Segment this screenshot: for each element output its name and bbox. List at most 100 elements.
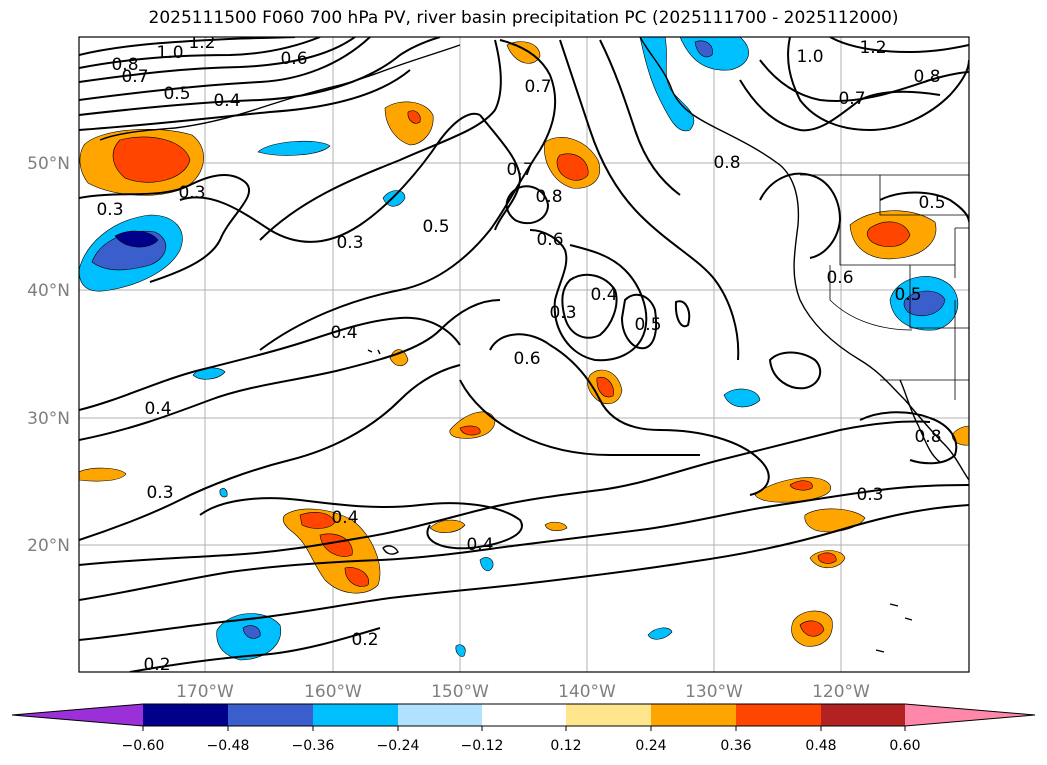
pv-contour-1.2	[79, 37, 296, 56]
precip-positive-core	[596, 376, 614, 398]
pv-contour-0.4d	[79, 299, 501, 441]
precip-negative-area	[723, 388, 761, 408]
contour-label: 0.4	[330, 323, 357, 343]
colorbar-tick-label: −0.24	[377, 738, 420, 754]
contour-label: 1.0	[796, 47, 823, 67]
colorbar-cell	[398, 704, 482, 726]
precip-positive-area	[506, 41, 541, 64]
pv-contour-0.7	[79, 37, 371, 101]
contour-label: 0.4	[213, 91, 240, 111]
pv-contour-0.7c	[739, 79, 941, 132]
contour-label: 0.2	[143, 655, 170, 675]
pv-contour-0.7	[479, 114, 522, 231]
pv-contour-0.2b	[129, 627, 381, 672]
contour-label: 0.7	[121, 67, 148, 87]
pv-contour-0.4b	[259, 39, 502, 241]
precip-positive-area	[429, 519, 466, 533]
pv-contour-0.4c	[79, 316, 461, 411]
lon-label: 140°W	[558, 682, 616, 702]
colorbar-tick-label: 0.60	[889, 738, 920, 754]
precip-positive-area	[384, 101, 434, 146]
pv-contour-0.5	[259, 39, 557, 351]
lat-label: 50°N	[27, 154, 70, 174]
precip-negative-area	[257, 140, 331, 156]
baja-california	[899, 379, 941, 463]
contour-label: 0.5	[422, 217, 449, 237]
precip-positive-core	[799, 620, 825, 637]
contour-label: 0.8	[713, 153, 740, 173]
contour-label: 0.3	[856, 485, 883, 505]
contour-label: 1.2	[188, 33, 215, 53]
map-title: 2025111500 F060 700 hPa PV, river basin …	[148, 8, 899, 28]
pv-contour-0.3d	[79, 484, 969, 601]
contour-label: 0.5	[163, 84, 190, 104]
pv-contour-0.5	[79, 37, 441, 116]
precip-positive-core	[344, 567, 369, 587]
pv-contour-0.5b	[674, 300, 691, 328]
colorbar: −0.60 −0.48 −0.36 −0.24 −0.12 0.12 0.24 …	[11, 703, 1036, 754]
precip-shading	[79, 37, 969, 661]
contour-label: 0.6	[513, 349, 540, 369]
contour-label: 0.4	[331, 508, 358, 528]
colorbar-cell	[736, 704, 821, 726]
contour-label: 0.7	[838, 89, 865, 109]
lat-label: 20°N	[27, 536, 70, 556]
pv-contour-0.8b	[559, 39, 740, 361]
pv-contour-0.3b	[179, 112, 481, 243]
state-borders	[800, 174, 969, 400]
colorbar-cell	[143, 704, 228, 726]
lon-label: 170°W	[176, 682, 234, 702]
pv-contour-1.0	[79, 37, 321, 69]
pv-contour-0.4	[79, 69, 411, 131]
precip-negative-area	[219, 488, 228, 498]
precip-negative-area	[479, 557, 494, 572]
north-american-coast	[639, 37, 969, 481]
precip-positive-core	[817, 552, 837, 564]
colorbar-cell	[905, 704, 1035, 726]
colorbar-tick-label: 0.36	[720, 738, 751, 754]
contour-label: 0.3	[96, 200, 123, 220]
colorbar-cell	[313, 704, 398, 726]
lon-label: 120°W	[812, 682, 870, 702]
colorbar-cell	[12, 704, 143, 726]
precip-positive-core	[112, 136, 191, 183]
pv-contour-0.5	[620, 293, 658, 350]
contour-label: 1.0	[156, 43, 183, 63]
pv-contour-0.8d	[859, 411, 958, 465]
precip-positive-area	[389, 349, 409, 367]
latitude-labels: 50°N 40°N 30°N 20°N	[27, 154, 70, 556]
colorbar-cell	[482, 704, 566, 726]
pv-contour-0.3	[79, 174, 251, 283]
coastlines	[99, 37, 969, 653]
colorbar-cell	[228, 704, 313, 726]
contour-label: 0.5	[894, 285, 921, 305]
precip-negative-core	[694, 40, 713, 58]
precip-negative-area	[639, 37, 695, 132]
pv-contour-0.6d	[759, 172, 842, 259]
pv-contour-1.2b	[829, 37, 969, 54]
precip-positive-area	[449, 411, 496, 439]
contour-label: 0.7	[506, 160, 533, 180]
contour-label: 0.7	[524, 77, 551, 97]
colorbar-tick-label: −0.60	[122, 738, 165, 754]
pv-contour-0.6b	[489, 333, 770, 496]
contour-label: 0.5	[634, 315, 661, 335]
precip-positive-area	[79, 467, 127, 482]
precip-negative-area	[455, 644, 466, 657]
contour-label: 0.6	[826, 268, 853, 288]
pv-contour-0.4g	[561, 273, 618, 339]
colorbar-tick-label: 0.48	[805, 738, 836, 754]
pv-contour-0.8	[505, 185, 550, 225]
pv-contour-0.3e	[768, 351, 822, 390]
contour-label: 0.3	[146, 483, 173, 503]
precip-negative-area	[647, 627, 673, 640]
precip-positive-core	[407, 110, 421, 124]
contour-label: 0.4	[144, 399, 171, 419]
colorbar-cell	[566, 704, 651, 726]
colorbar-tick-label: 0.12	[550, 738, 581, 754]
pv-contour-0.8c	[759, 59, 969, 102]
pv-contour-0.6c	[459, 379, 700, 457]
contour-label: 0.5	[918, 193, 945, 213]
contour-label: 0.6	[536, 230, 563, 250]
